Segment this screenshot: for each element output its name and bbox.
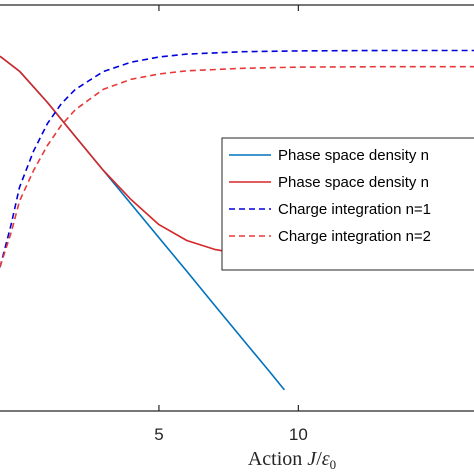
x-axis-label-sub: 0 [330,457,337,472]
x-axis-label-var: J [307,448,317,470]
legend-label-3: Charge integration n=2 [278,228,431,245]
legend: Phase space density n Phase space densit… [221,137,474,271]
legend-label-2: Charge integration n=1 [278,201,431,218]
x-tick-label-1: 10 [289,425,308,444]
x-axis-label: Action J/ε0 [248,448,336,472]
series-line-2 [0,49,474,268]
tick-layer: 5 10 [154,5,308,444]
series-line-3 [0,65,474,268]
x-axis-label-eps: ε [322,448,330,470]
x-tick-label-0: 5 [154,425,163,444]
axis-layer [0,4,474,412]
legend-label-1: Phase space density n [278,174,429,191]
legend-label-0: Phase space density n [278,147,429,164]
legend-box [221,137,474,271]
